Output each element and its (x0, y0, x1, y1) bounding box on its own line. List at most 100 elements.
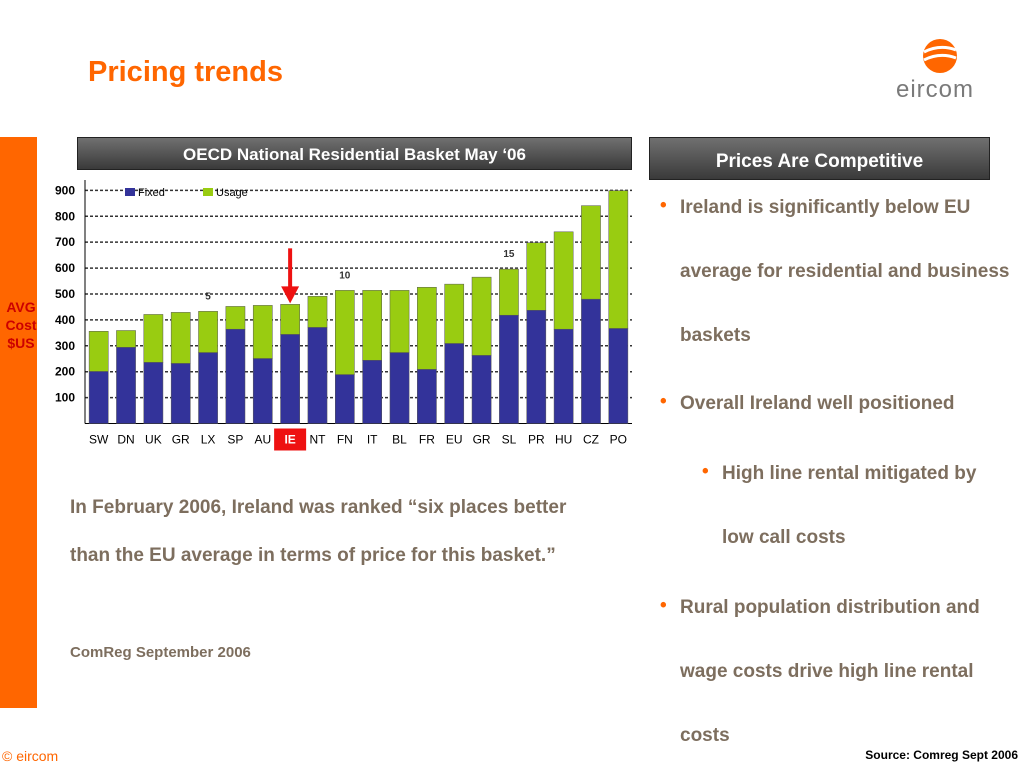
bar-segment (170, 363, 191, 424)
bar-segment (526, 310, 547, 424)
quote-source: ComReg September 2006 (70, 644, 251, 661)
bar-segment (581, 298, 601, 424)
bar-segment (252, 358, 273, 424)
y-tick-label: 400 (55, 313, 75, 327)
legend-swatch (125, 188, 135, 196)
side-bar (0, 137, 37, 708)
bar-segment (389, 290, 410, 353)
x-tick-label: LX (201, 433, 216, 447)
bar-segment (553, 231, 574, 330)
bullet-dot: • (660, 195, 667, 216)
bar-segment (444, 343, 465, 424)
bar-segment (307, 327, 328, 424)
bar-segment (417, 286, 437, 370)
bullet-dot: • (702, 461, 709, 482)
x-tick-label: SP (227, 433, 243, 447)
bullet: • High line rental mitigated by low call … (702, 442, 1012, 570)
x-tick-label: FN (337, 433, 353, 447)
bar-segment (143, 362, 164, 424)
panel-title: Prices Are Competitive (649, 137, 990, 180)
bar-segment (335, 374, 355, 424)
arrow-head (281, 286, 300, 304)
bar-segment (88, 371, 109, 424)
logo-text: eircom (896, 76, 975, 103)
x-tick-label: IE (284, 433, 295, 447)
bar-segment (170, 312, 191, 364)
bar-segment (280, 304, 300, 335)
x-tick-label: EU (446, 433, 463, 447)
source: Source: Comreg Sept 2006 (865, 748, 1018, 762)
x-tick-label: IT (367, 433, 378, 447)
bullet-dot: • (660, 391, 667, 412)
legend-swatch (203, 188, 213, 196)
slide-title: Pricing trends (88, 56, 283, 88)
y-tick-label: 600 (55, 261, 75, 275)
y-tick-label: 900 (55, 183, 75, 197)
bullet: • Ireland is significantly below EU avera… (660, 176, 1015, 368)
x-tick-label: UK (145, 433, 162, 447)
x-tick-label: CZ (583, 433, 599, 447)
bar-segment (362, 290, 382, 361)
bar-segment (116, 330, 136, 348)
y-tick-label: 800 (55, 209, 75, 223)
caption-line: Cost (5, 317, 37, 333)
bar-segment (143, 314, 164, 363)
bar-segment (553, 328, 574, 424)
bar-segment (198, 311, 218, 353)
caption-line: AVG (6, 299, 36, 315)
bar-segment (362, 360, 382, 424)
x-tick-label: AU (254, 433, 271, 447)
caption-line: $US (7, 335, 35, 351)
bar-segment (225, 328, 246, 424)
bar-segment (88, 331, 109, 372)
legend-label: Usage (216, 187, 248, 199)
bullet-text: Overall Ireland well positioned (680, 393, 955, 414)
bar-segment (444, 283, 465, 344)
annotation: 5 (205, 291, 211, 302)
x-tick-label: BL (392, 433, 407, 447)
bar-segment (499, 314, 519, 424)
y-tick-label: 100 (55, 391, 75, 405)
y-tick-label: 200 (55, 365, 75, 379)
y-tick-label: 500 (55, 287, 75, 301)
x-tick-label: NT (309, 433, 326, 447)
y-tick-label: 700 (55, 235, 75, 249)
bar-segment (225, 306, 246, 330)
x-tick-label: FR (419, 433, 435, 447)
legend-label: Fixed (138, 187, 165, 199)
bar-segment (389, 352, 410, 424)
bar-segment (471, 276, 492, 356)
bullet: • Rural population distribution and wage … (660, 576, 1015, 768)
bullet: • Overall Ireland well positioned (660, 372, 1015, 436)
highlight-box (274, 428, 307, 451)
x-tick-label: DN (117, 433, 134, 447)
bar-segment (581, 205, 601, 300)
bar-segment (417, 369, 437, 424)
bar-segment (499, 268, 519, 316)
x-tick-label: GR (172, 433, 190, 447)
chart-title: OECD National Residential Basket May ‘06 (77, 137, 632, 170)
bar-segment (608, 328, 629, 424)
annotation: 10 (339, 270, 351, 281)
quote: In February 2006, Ireland was ranked “si… (70, 497, 567, 566)
x-tick-label: PO (610, 433, 627, 447)
x-tick-label: SL (502, 433, 517, 447)
bar-segment (526, 242, 547, 311)
bar-segment (307, 296, 328, 328)
logo-icon (923, 39, 957, 73)
bullet-dot: • (660, 595, 667, 616)
axis-caption: AVG Cost $US (0, 298, 42, 352)
x-tick-label: PR (528, 433, 545, 447)
y-tick-label: 300 (55, 339, 75, 353)
bullet-text: Ireland is significantly below EU averag… (680, 197, 1010, 346)
bar-segment (335, 290, 355, 375)
bar-segment (280, 334, 300, 424)
x-tick-label: HU (555, 433, 572, 447)
chart: 100 200 300 400 500 600 700 800 900 SW DN UK GR LX SP A… (55, 180, 632, 451)
x-tick-label: GR (473, 433, 491, 447)
bar-segment (116, 347, 136, 424)
bar-segment (608, 190, 629, 329)
x-tick-label: SW (89, 433, 109, 447)
bar-segment (252, 305, 273, 359)
